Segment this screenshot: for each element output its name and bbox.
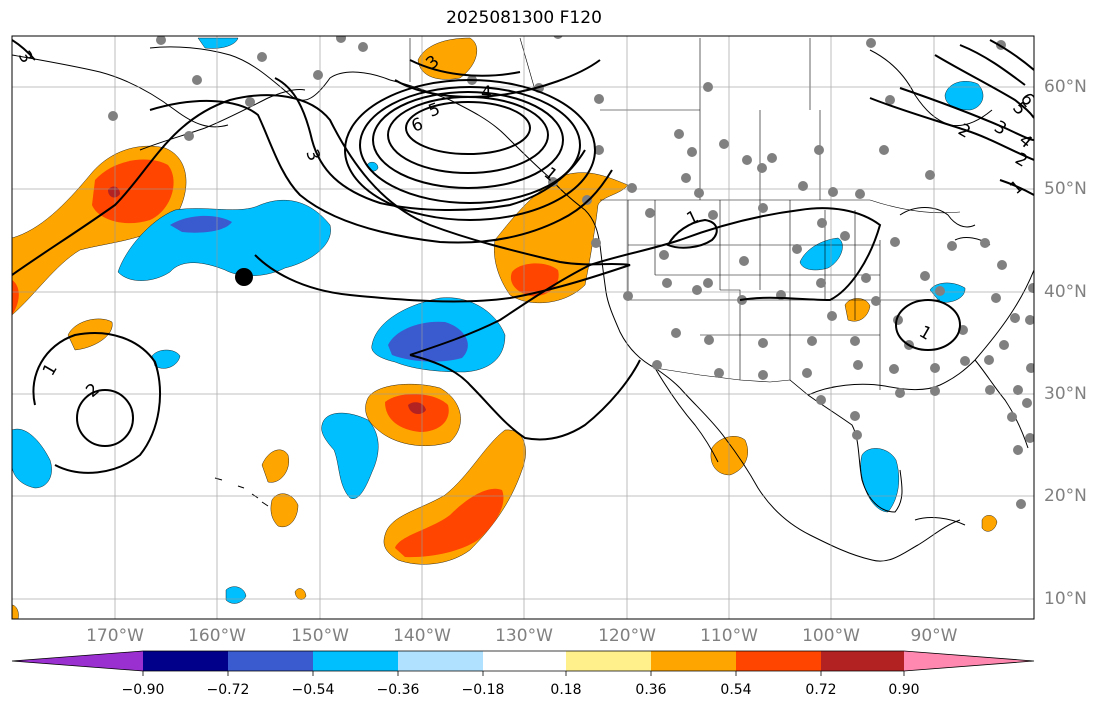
lon-label: 100°W [802, 626, 860, 646]
fill-orange-small-5 [12, 604, 19, 619]
map-plot-area: 3 3 4 5 6 1 1 2 2 3 4 5 6 1 1 2 1 3 [12, 36, 1034, 619]
colorbar-tick-label: 0.18 [550, 682, 582, 698]
lon-label: 170°W [86, 626, 144, 646]
lon-label: 160°W [188, 626, 246, 646]
lat-label: 50°N [1044, 179, 1087, 199]
fill-blue-small-1 [151, 349, 181, 369]
colorbar-tick-label: −0.72 [206, 682, 250, 698]
fill-blue-left [12, 428, 52, 489]
fill-royal-central [388, 321, 468, 362]
fill-orange-small-1 [67, 318, 113, 351]
colorbar-tick-label: 0.36 [635, 682, 667, 698]
lon-label: 90°W [910, 626, 958, 646]
colorbar-segment [483, 651, 566, 671]
station-markers [108, 36, 1034, 509]
colorbar-segment [398, 651, 483, 671]
colorbar [11, 650, 1035, 676]
lon-label: 130°W [495, 626, 553, 646]
lon-label: 120°W [598, 626, 656, 646]
lat-label: 30°N [1044, 384, 1087, 404]
colorbar-segment [736, 651, 821, 671]
colorbar-segment [651, 651, 736, 671]
fill-orange-south [383, 429, 526, 565]
lon-label: 150°W [291, 626, 349, 646]
fill-blue-top [197, 37, 239, 49]
lat-label: 20°N [1044, 486, 1087, 506]
colorbar-tick-label: −0.36 [376, 682, 420, 698]
fill-orange-small-3 [270, 493, 299, 528]
lon-label: 110°W [700, 626, 758, 646]
colorbar-segment [313, 651, 398, 671]
contour-lines [12, 39, 1034, 474]
figure-title: 2025081300 F120 [446, 8, 602, 28]
fill-blue-aleutian [117, 199, 331, 281]
fill-orange-texas [844, 298, 871, 322]
colorbar-tick-label: −0.18 [461, 682, 505, 698]
map-frame [11, 35, 1035, 620]
fill-royal-aleutian [170, 215, 232, 233]
fill-orange-caribbean [981, 515, 998, 532]
colorbar-segment [566, 651, 651, 671]
colorbar-segment [228, 651, 313, 671]
lon-label: 140°W [393, 626, 451, 646]
colorbar-tick-label: 0.90 [888, 682, 920, 698]
fill-red-westcoast [510, 263, 559, 297]
state-borders [409, 37, 961, 396]
colorbar-tick-label: −0.90 [121, 682, 165, 698]
colorbar-tick-label: 0.72 [805, 682, 837, 698]
fill-orange-small-2 [261, 449, 289, 483]
fill-darkred-central [408, 402, 426, 415]
fill-orange-left-edge [12, 280, 19, 315]
colorbar-under-arrow [12, 651, 143, 671]
colorbar-tick-label: 0.54 [720, 682, 752, 698]
lat-label: 60°N [1044, 77, 1087, 97]
lat-label: 40°N [1044, 282, 1087, 302]
negative-fill-areas [12, 37, 984, 604]
gridlines [12, 36, 1034, 619]
contour-label: 4 [481, 83, 492, 103]
lat-label: 10°N [1044, 589, 1087, 609]
colorbar-segment [821, 651, 904, 671]
colorbar-segment [143, 651, 228, 671]
colorbar-tick-label: −0.54 [291, 682, 335, 698]
fill-blue-south [321, 412, 379, 499]
positive-fill-areas [12, 37, 998, 619]
fill-blue-plains [799, 237, 843, 271]
target-point-marker [235, 268, 253, 286]
colorbar-over-arrow [904, 651, 1034, 671]
fill-orange-small-4 [294, 588, 307, 600]
